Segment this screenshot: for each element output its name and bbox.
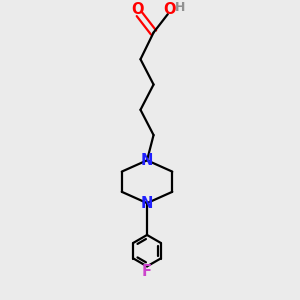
Text: N: N xyxy=(141,153,153,168)
Text: H: H xyxy=(175,1,185,14)
Text: F: F xyxy=(142,264,152,279)
Text: O: O xyxy=(163,2,176,17)
Text: N: N xyxy=(141,196,153,211)
Text: O: O xyxy=(132,2,144,17)
